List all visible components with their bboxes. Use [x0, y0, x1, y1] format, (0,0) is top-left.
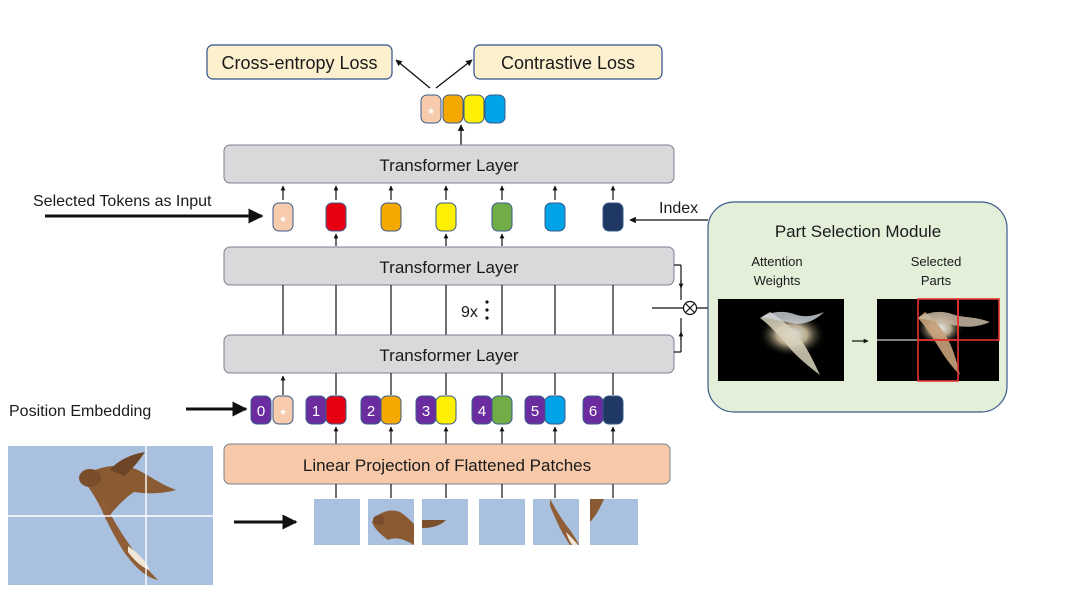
position-id-6: 6 [589, 403, 597, 420]
repeated-layer-lines [282, 285, 614, 335]
arrow-to-contrastive [435, 59, 473, 89]
token-5 [544, 202, 566, 232]
projection-output-arrows [333, 426, 616, 444]
contrastive-loss-label: Contrastive Loss [501, 53, 635, 73]
position-embedding-label: Position Embedding [9, 403, 151, 420]
arrow-to-cross-entropy [395, 59, 431, 89]
embedding-token-5: 5 [524, 395, 566, 425]
selected-parts-line2: Parts [921, 273, 952, 288]
transformer-layer-middle [223, 246, 675, 286]
embedding-token-6: 6 [582, 395, 624, 425]
embedding-token-0: ★ 0 [250, 395, 294, 425]
embedding-token-4: 4 [471, 395, 513, 425]
vertical-ellipsis-icon [485, 300, 489, 320]
patch-input-lines [335, 484, 614, 498]
patch-2 [368, 499, 414, 545]
input-bird-image [8, 446, 213, 585]
token-2 [380, 202, 402, 232]
transformer-layer-bottom-label: Transformer Layer [379, 346, 519, 365]
repeat-label: 9x [461, 304, 478, 321]
position-id-3: 3 [422, 403, 430, 420]
linear-projection-box [223, 443, 671, 485]
transformer-layer-top [223, 144, 675, 184]
token-3 [435, 202, 457, 232]
selected-tokens-row [272, 202, 624, 232]
attention-weights-line2: Weights [754, 273, 801, 288]
svg-text:★: ★ [279, 407, 287, 417]
attention-weights-line1: Attention [751, 254, 802, 269]
repeat-label-bg [456, 296, 496, 324]
position-id-0: 0 [257, 403, 265, 420]
position-id-5: 5 [531, 403, 539, 420]
selected-tokens-label: Selected Tokens as Input [33, 193, 212, 210]
selected-token-arrows [333, 233, 505, 246]
bottom-layer-input-lines [280, 373, 614, 395]
patch-5 [533, 499, 579, 545]
token-6 [602, 202, 624, 232]
linear-projection-label: Linear Projection of Flattened Patches [303, 456, 591, 475]
embedding-token-1: 1 [305, 395, 347, 425]
position-id-4: 4 [478, 403, 486, 420]
index-label: Index [659, 200, 698, 217]
otimes-icon [682, 300, 698, 316]
svg-text:★: ★ [427, 106, 435, 116]
attention-weights-image [718, 299, 844, 381]
transformer-layer-middle-label: Transformer Layer [379, 258, 519, 277]
cross-entropy-loss-label: Cross-entropy Loss [221, 53, 377, 73]
token-4 [491, 202, 513, 232]
transformer-layer-bottom [223, 334, 675, 374]
contrastive-loss-box [473, 44, 663, 80]
transformer-layer-top-label: Transformer Layer [379, 156, 519, 175]
patch-1 [314, 499, 360, 545]
psm-title: Part Selection Module [775, 222, 941, 241]
patch-6 [590, 499, 638, 545]
position-id-1: 1 [312, 403, 320, 420]
output-token-group: ★ [420, 94, 506, 124]
patch-3 [422, 499, 468, 545]
position-id-2: 2 [367, 403, 375, 420]
token-cls [272, 202, 294, 232]
embedding-token-2: 2 [360, 395, 402, 425]
cls-star-icon: ★ [279, 214, 287, 224]
cross-entropy-loss-box [206, 44, 393, 80]
top-layer-input-arrows [280, 185, 616, 200]
patch-4 [479, 499, 525, 545]
selected-parts-image [877, 298, 1000, 382]
selected-parts-line1: Selected [911, 254, 962, 269]
token-1 [325, 202, 347, 232]
embedding-token-3: 3 [415, 395, 457, 425]
